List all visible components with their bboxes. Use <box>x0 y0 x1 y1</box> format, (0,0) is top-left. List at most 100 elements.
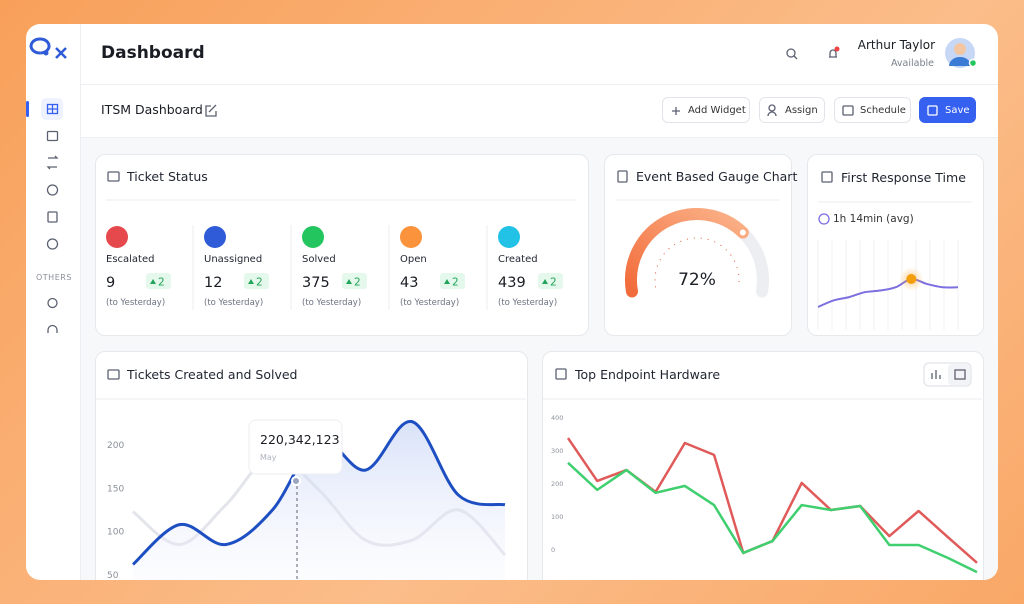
box-icon <box>555 368 567 380</box>
user-status: Available <box>890 58 934 69</box>
y-tick-label: 200 <box>551 480 563 488</box>
ticket-icon <box>107 171 120 182</box>
status-note: (to Yesterday) <box>498 298 557 308</box>
toolbar-divider <box>80 137 998 138</box>
y-tick-label: 400 <box>551 414 563 422</box>
sidebar <box>26 24 81 580</box>
y-tick-label: 100 <box>107 528 124 538</box>
change-badge <box>146 273 171 289</box>
y-tick-label: 100 <box>551 513 563 521</box>
change-badge <box>538 273 563 289</box>
up-arrow <box>346 279 352 284</box>
nav-settings[interactable] <box>47 297 58 309</box>
tooltip-value: 220,342,123 <box>260 432 340 447</box>
status-icon <box>204 226 226 248</box>
card-title: Ticket Status <box>127 169 208 184</box>
nav-transfer[interactable] <box>46 155 59 170</box>
user-icon-body <box>767 111 777 117</box>
status-count: 439 <box>498 275 526 291</box>
calendar-icon <box>842 105 854 116</box>
app-inner: OTHERS Dashboard Arthur Taylor Available… <box>26 24 998 580</box>
status-count: 9 <box>106 275 115 291</box>
dashboard-name: ITSM Dashboard <box>101 102 203 117</box>
avatar-body <box>949 57 971 66</box>
nav-support[interactable] <box>47 324 58 334</box>
status-label: Solved <box>302 254 336 265</box>
y-tick-label: 150 <box>107 484 124 494</box>
card-title: Tickets Created and Solved <box>127 367 298 382</box>
tooltip <box>248 419 343 475</box>
status-label: Open <box>400 254 427 265</box>
status-count: 43 <box>400 275 418 291</box>
logo <box>29 37 51 55</box>
view-toggle <box>923 362 972 387</box>
schedule-button[interactable]: Schedule <box>834 97 911 123</box>
nav-reports[interactable] <box>47 211 58 223</box>
tooltip-category: May <box>260 453 277 462</box>
nav-dashboard-grid <box>47 104 58 114</box>
up-arrow <box>444 279 450 284</box>
status-change: 2 <box>550 277 557 289</box>
series-area <box>133 421 505 580</box>
status-label: Escalated <box>106 254 154 265</box>
up-arrow <box>150 279 156 284</box>
logo-dot <box>43 50 49 56</box>
user-name[interactable]: Arthur Taylor <box>857 38 935 52</box>
table-view-button[interactable] <box>954 369 966 380</box>
app-window: OTHERS Dashboard Arthur Taylor Available… <box>26 24 998 580</box>
card-title: Event Based Gauge Chart <box>636 169 798 184</box>
graphics-layer: Escalated 9 2 (to Yesterday) Unassigned 12 2 (t… <box>26 37 982 580</box>
edit-icon[interactable] <box>205 104 217 117</box>
response-line <box>817 277 959 308</box>
status-change: 2 <box>256 277 263 289</box>
status-count: 12 <box>204 275 222 291</box>
status-change: 2 <box>452 277 459 289</box>
avatar-face <box>954 43 966 55</box>
nav-billing[interactable] <box>46 238 59 250</box>
logo-x <box>55 47 67 59</box>
change-badge <box>440 273 465 289</box>
status-note: (to Yesterday) <box>400 298 459 308</box>
table-view-bg <box>948 364 970 385</box>
y-tick-label: 300 <box>551 447 563 455</box>
search-icon[interactable] <box>786 48 796 58</box>
card-title: First Response Time <box>841 170 966 185</box>
plus-icon <box>672 107 680 115</box>
nav-inbox[interactable] <box>46 130 59 142</box>
status-note: (to Yesterday) <box>302 298 361 308</box>
status-note: (to Yesterday) <box>204 298 263 308</box>
notification-dot <box>834 46 840 52</box>
status-icon <box>400 226 422 248</box>
status-label: Unassigned <box>204 254 262 265</box>
status-icon <box>106 226 128 248</box>
status-label: Created <box>498 254 538 265</box>
up-arrow <box>248 279 254 284</box>
status-change: 2 <box>158 277 165 289</box>
active-indicator <box>26 101 29 117</box>
bell-icon[interactable] <box>829 49 837 58</box>
sidebar-icons <box>26 37 972 387</box>
y-tick-label: 50 <box>107 571 119 580</box>
add-widget-button[interactable]: Add Widget <box>662 97 750 123</box>
gauge-fill <box>625 208 749 298</box>
up-arrow <box>542 279 548 284</box>
clock-icon <box>818 213 830 225</box>
series-line <box>567 461 978 574</box>
sidebar-section-label: OTHERS <box>36 273 72 282</box>
header-divider <box>80 84 998 85</box>
save-icon <box>927 105 938 116</box>
status-change: 2 <box>354 277 361 289</box>
nav-history[interactable] <box>46 184 59 196</box>
card-dividers <box>96 199 982 400</box>
search-handle <box>793 55 798 60</box>
avg-time: 1h 14min (avg) <box>833 213 914 225</box>
list-icon <box>821 171 833 183</box>
y-tick-label: 200 <box>107 441 124 451</box>
chart-view-button[interactable] <box>931 370 941 379</box>
doc-icon <box>617 170 628 183</box>
ticket-icon <box>107 369 120 380</box>
gauge-knob <box>739 229 746 236</box>
status-count: 375 <box>302 275 330 291</box>
